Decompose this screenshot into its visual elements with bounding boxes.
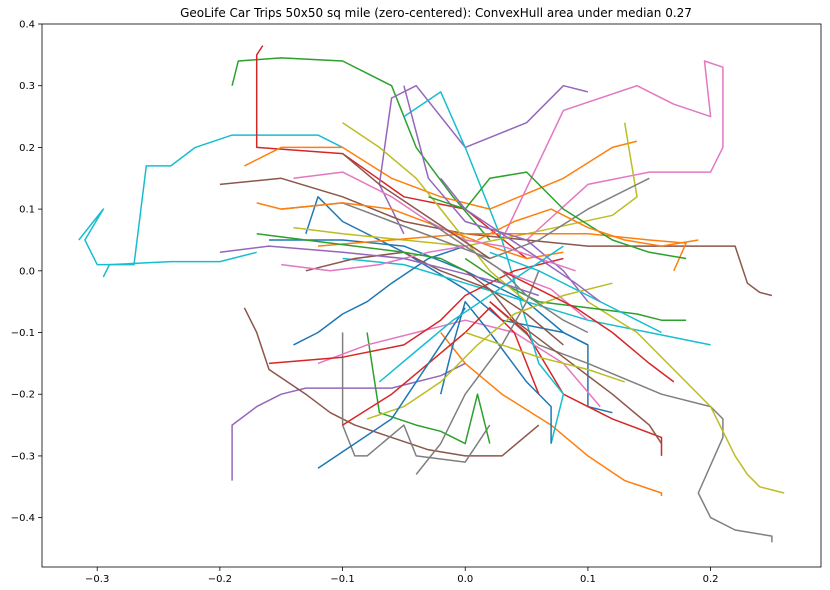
trip-line-22 (403, 91, 565, 444)
trip-line-49 (378, 245, 564, 383)
trip-line-20 (366, 332, 491, 445)
y-tick-label: 0.0 (19, 266, 35, 277)
trip-line-3 (231, 57, 491, 241)
x-tick-label: −0.3 (85, 574, 109, 585)
trip-line-23 (293, 245, 466, 346)
trip-line-50 (464, 331, 625, 383)
y-tick-label: −0.1 (11, 328, 35, 339)
trip-line-15 (440, 332, 663, 496)
trip-line-26 (268, 257, 564, 365)
trip-line-45 (501, 270, 675, 383)
trip-line-47 (342, 153, 491, 260)
trip-line-44 (256, 233, 466, 272)
y-tick-label: −0.4 (11, 513, 35, 524)
trip-line-17 (231, 362, 466, 481)
trip-line-29 (281, 177, 650, 260)
trip-line-31 (281, 245, 589, 321)
trip-line-32 (439, 300, 552, 444)
trip-line-19 (341, 332, 491, 463)
y-tick-label: 0.1 (19, 205, 35, 216)
y-tick-label: 0.2 (19, 143, 35, 154)
trip-line-37 (219, 245, 540, 297)
trip-line-46 (440, 177, 601, 303)
axes-frame (41, 23, 822, 568)
x-tick-label: −0.1 (330, 574, 354, 585)
y-tick-label: −0.3 (11, 451, 35, 462)
trip-line-4 (255, 45, 528, 260)
x-tick-label: −0.2 (208, 574, 232, 585)
trip-line-33 (256, 202, 564, 260)
trip-line-41 (293, 171, 576, 272)
x-tick-label: 0.2 (703, 574, 719, 585)
trip-line-2 (102, 251, 257, 278)
axes: −0.3 −0.2 −0.1 0.0 0.1 0.2 0.4 0.3 0.2 0.1 0.0 −0.1… (11, 20, 822, 585)
x-tick-label: 0.0 (457, 574, 473, 585)
trip-line-43 (477, 208, 699, 247)
trip-line-48 (427, 220, 589, 334)
x-tick-label: 0.1 (580, 574, 596, 585)
trip-line-42 (317, 307, 466, 469)
trip-line-10 (305, 196, 589, 346)
y-tick-label: 0.4 (19, 20, 35, 31)
trip-line-30 (342, 122, 528, 303)
trip-line-28 (305, 251, 564, 346)
trip-line-7 (378, 84, 589, 235)
trip-line-18 (243, 307, 540, 457)
trip-line-16 (489, 301, 663, 456)
plot-area (78, 45, 785, 543)
trip-line-8 (219, 177, 773, 297)
trip-line-1 (78, 134, 343, 266)
trip-line-36 (489, 251, 662, 334)
trip-line-14 (587, 301, 785, 494)
trip-line-5 (244, 140, 638, 210)
trip-line-40 (366, 282, 613, 420)
trip-line-12 (293, 122, 638, 247)
trip-line-13 (489, 301, 773, 543)
y-tick-label: 0.3 (19, 81, 35, 92)
trip-line-34 (428, 171, 687, 260)
trip-line-38 (464, 270, 663, 445)
y-tick-label: −0.2 (11, 390, 35, 401)
trip-line-6 (501, 60, 724, 241)
chart-title: GeoLife Car Trips 50x50 sq mile (zero-ce… (180, 6, 692, 20)
